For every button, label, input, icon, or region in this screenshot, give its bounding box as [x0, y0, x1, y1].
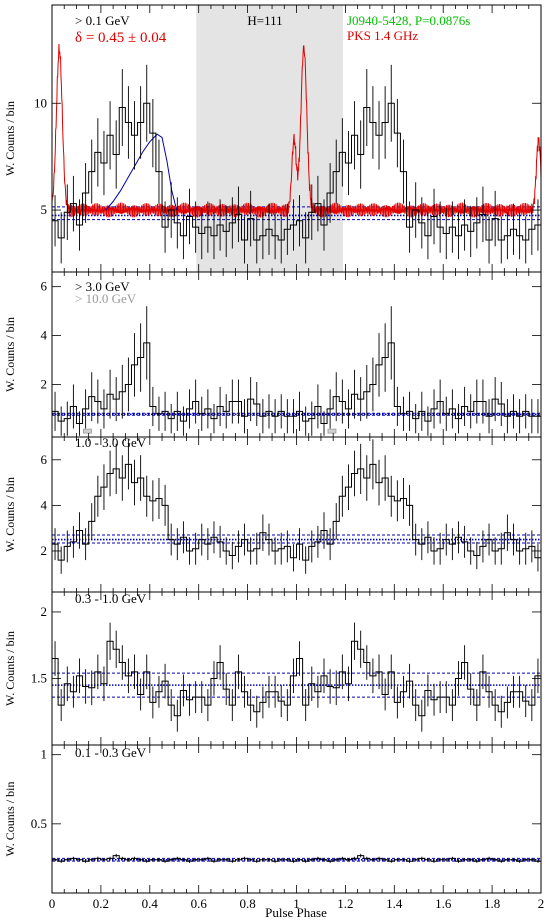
- pulsar-label: J0940-5428, P=0.0876s: [347, 13, 470, 28]
- panel-e: 0.5 1 W. Counts / bin 0.1 - 0.3 GeV 0 0.2 0.4 0…: [3, 744, 545, 911]
- x-axis-title: Pulse Phase: [265, 905, 327, 920]
- y-tick-label: 2: [41, 376, 48, 391]
- histogram-line: [52, 640, 541, 717]
- panel-frame: [51, 436, 542, 593]
- h-statistic-label: H=111: [247, 13, 282, 28]
- panel-d: 1.5 2 W. Counts / bin 0.3 - 1.0 GeV: [3, 591, 542, 746]
- energy-label: 0.1 - 0.3 GeV: [75, 745, 147, 760]
- plot-area-d: [52, 622, 541, 732]
- y-axis-title: W. Counts / bin: [3, 782, 17, 857]
- plot-area-c: [52, 439, 541, 574]
- energy-label-high: > 10.0 GeV: [75, 291, 137, 306]
- y-tick-label: 1: [41, 747, 48, 762]
- y-tick-label: 1.5: [31, 670, 47, 685]
- panel-frame: [51, 744, 542, 894]
- model-curve: [105, 133, 178, 211]
- panel-a: 5 10 W. Counts / bin > 0.1 GeV δ = 0.45 ± 0.…: [3, 4, 542, 273]
- x-tick-label: 0.8: [239, 896, 255, 911]
- y-tick-label: 0.5: [31, 816, 47, 831]
- y-tick-label: 10: [34, 95, 47, 110]
- radio-label: PKS 1.4 GHz: [347, 28, 418, 43]
- x-tick-label: 1.6: [435, 896, 452, 911]
- histogram-line: [52, 342, 541, 425]
- x-tick-label: 1.2: [337, 896, 353, 911]
- radio-profile: [52, 43, 541, 218]
- y-axis-title: W. Counts / bin: [3, 631, 17, 706]
- x-tick-label: 0: [49, 896, 56, 911]
- x-tick-label: 1: [293, 896, 300, 911]
- x-tick-label: 2: [538, 896, 545, 911]
- panel-b: 2 4 6 W. Counts / bin > 3.0 GeV> 10.0 GeV: [3, 271, 542, 438]
- y-tick-label: 2: [41, 543, 48, 558]
- delta-label: δ = 0.45 ± 0.04: [75, 30, 167, 46]
- x-tick-label: 0.6: [191, 896, 208, 911]
- plot-area-e: [52, 853, 541, 863]
- faint-histogram-mark: [327, 428, 337, 434]
- y-tick-label: 4: [41, 497, 48, 512]
- x-tick-label: 0.2: [93, 896, 109, 911]
- x-tick-label: 1.8: [484, 896, 500, 911]
- y-axis-title: W. Counts / bin: [3, 477, 17, 552]
- y-axis-title: W. Counts / bin: [3, 101, 17, 176]
- y-tick-label: 6: [41, 279, 48, 294]
- energy-label: > 3.0 GeV: [75, 279, 130, 294]
- energy-label: > 0.1 GeV: [75, 13, 130, 28]
- plot-area-b: [52, 306, 541, 436]
- y-tick-label: 6: [41, 452, 48, 467]
- y-tick-label: 5: [41, 202, 48, 217]
- x-tick-label: 1.4: [386, 896, 403, 911]
- energy-label: 0.3 - 1.0 GeV: [75, 591, 147, 606]
- panel-c: 2 4 6 W. Counts / bin 1.0 - 3.0 GeV: [3, 435, 542, 593]
- x-tick-label: 0.4: [142, 896, 159, 911]
- y-tick-label: 2: [41, 604, 48, 619]
- histogram-line: [52, 463, 541, 561]
- plot-area-a: [52, 5, 541, 272]
- y-axis-title: W. Counts / bin: [3, 317, 17, 392]
- y-tick-label: 4: [41, 328, 48, 343]
- energy-label: 1.0 - 3.0 GeV: [75, 435, 147, 450]
- histogram-line: [52, 855, 541, 862]
- faint-histogram-mark: [83, 428, 92, 434]
- shaded-region: [196, 5, 343, 272]
